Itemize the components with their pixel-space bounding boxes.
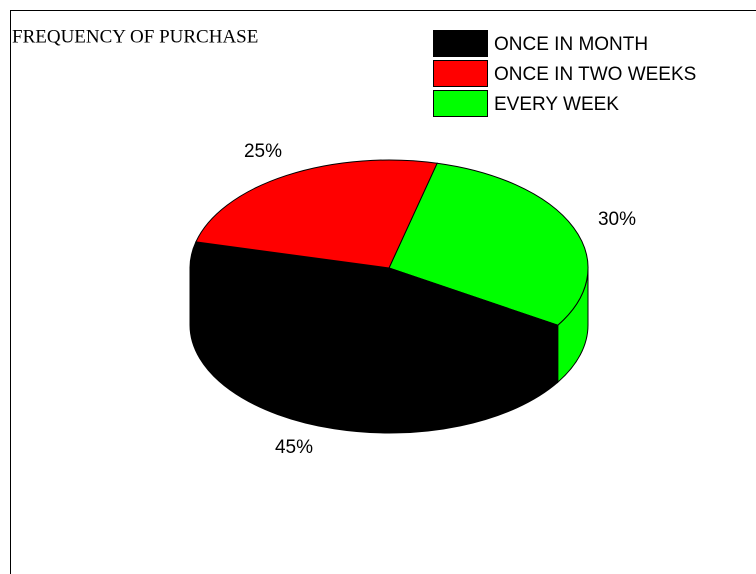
plot-frame (10, 10, 756, 574)
legend-swatch (433, 60, 488, 87)
slice (189, 241, 559, 377)
legend-label: ONCE IN MONTH (494, 34, 648, 55)
data-label: 45% (275, 437, 313, 458)
legend-label: ONCE IN TWO WEEKS (494, 64, 696, 85)
data-label: 25% (244, 141, 282, 162)
chart-title: FREQUENCY OF PURCHASE (12, 26, 258, 47)
legend-swatch (433, 30, 488, 57)
legend-swatch (433, 90, 488, 117)
legend-label: EVERY WEEK (494, 94, 619, 115)
slice (195, 159, 438, 269)
data-label: 30% (598, 209, 636, 230)
